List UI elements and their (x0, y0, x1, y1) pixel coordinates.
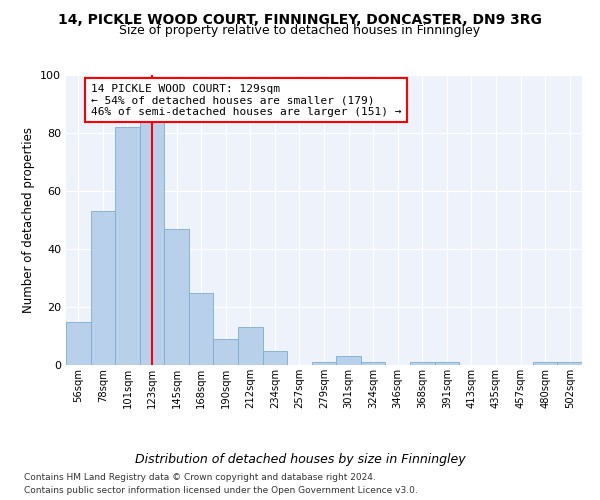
Bar (140, 118, 164, 365)
Bar (434, 362, 459, 365)
Y-axis label: Number of detached properties: Number of detached properties (22, 127, 35, 313)
Bar (557, 362, 582, 365)
Bar (410, 362, 434, 365)
Text: Distribution of detached houses by size in Finningley: Distribution of detached houses by size … (134, 452, 466, 466)
Bar (238, 328, 263, 365)
Text: 14 PICKLE WOOD COURT: 129sqm
← 54% of detached houses are smaller (179)
46% of s: 14 PICKLE WOOD COURT: 129sqm ← 54% of de… (91, 84, 401, 117)
Bar (263, 350, 287, 365)
Text: Contains public sector information licensed under the Open Government Licence v3: Contains public sector information licen… (24, 486, 418, 495)
Bar (189, 292, 214, 365)
Bar (361, 362, 385, 365)
Bar (533, 362, 557, 365)
Bar (336, 356, 361, 365)
Bar (164, 228, 189, 365)
Text: 14, PICKLE WOOD COURT, FINNINGLEY, DONCASTER, DN9 3RG: 14, PICKLE WOOD COURT, FINNINGLEY, DONCA… (58, 12, 542, 26)
Text: Contains HM Land Registry data © Crown copyright and database right 2024.: Contains HM Land Registry data © Crown c… (24, 472, 376, 482)
Bar (66, 322, 91, 365)
Text: Size of property relative to detached houses in Finningley: Size of property relative to detached ho… (119, 24, 481, 37)
Bar (312, 362, 336, 365)
Bar (91, 212, 115, 365)
Bar (115, 127, 140, 365)
Bar (214, 339, 238, 365)
